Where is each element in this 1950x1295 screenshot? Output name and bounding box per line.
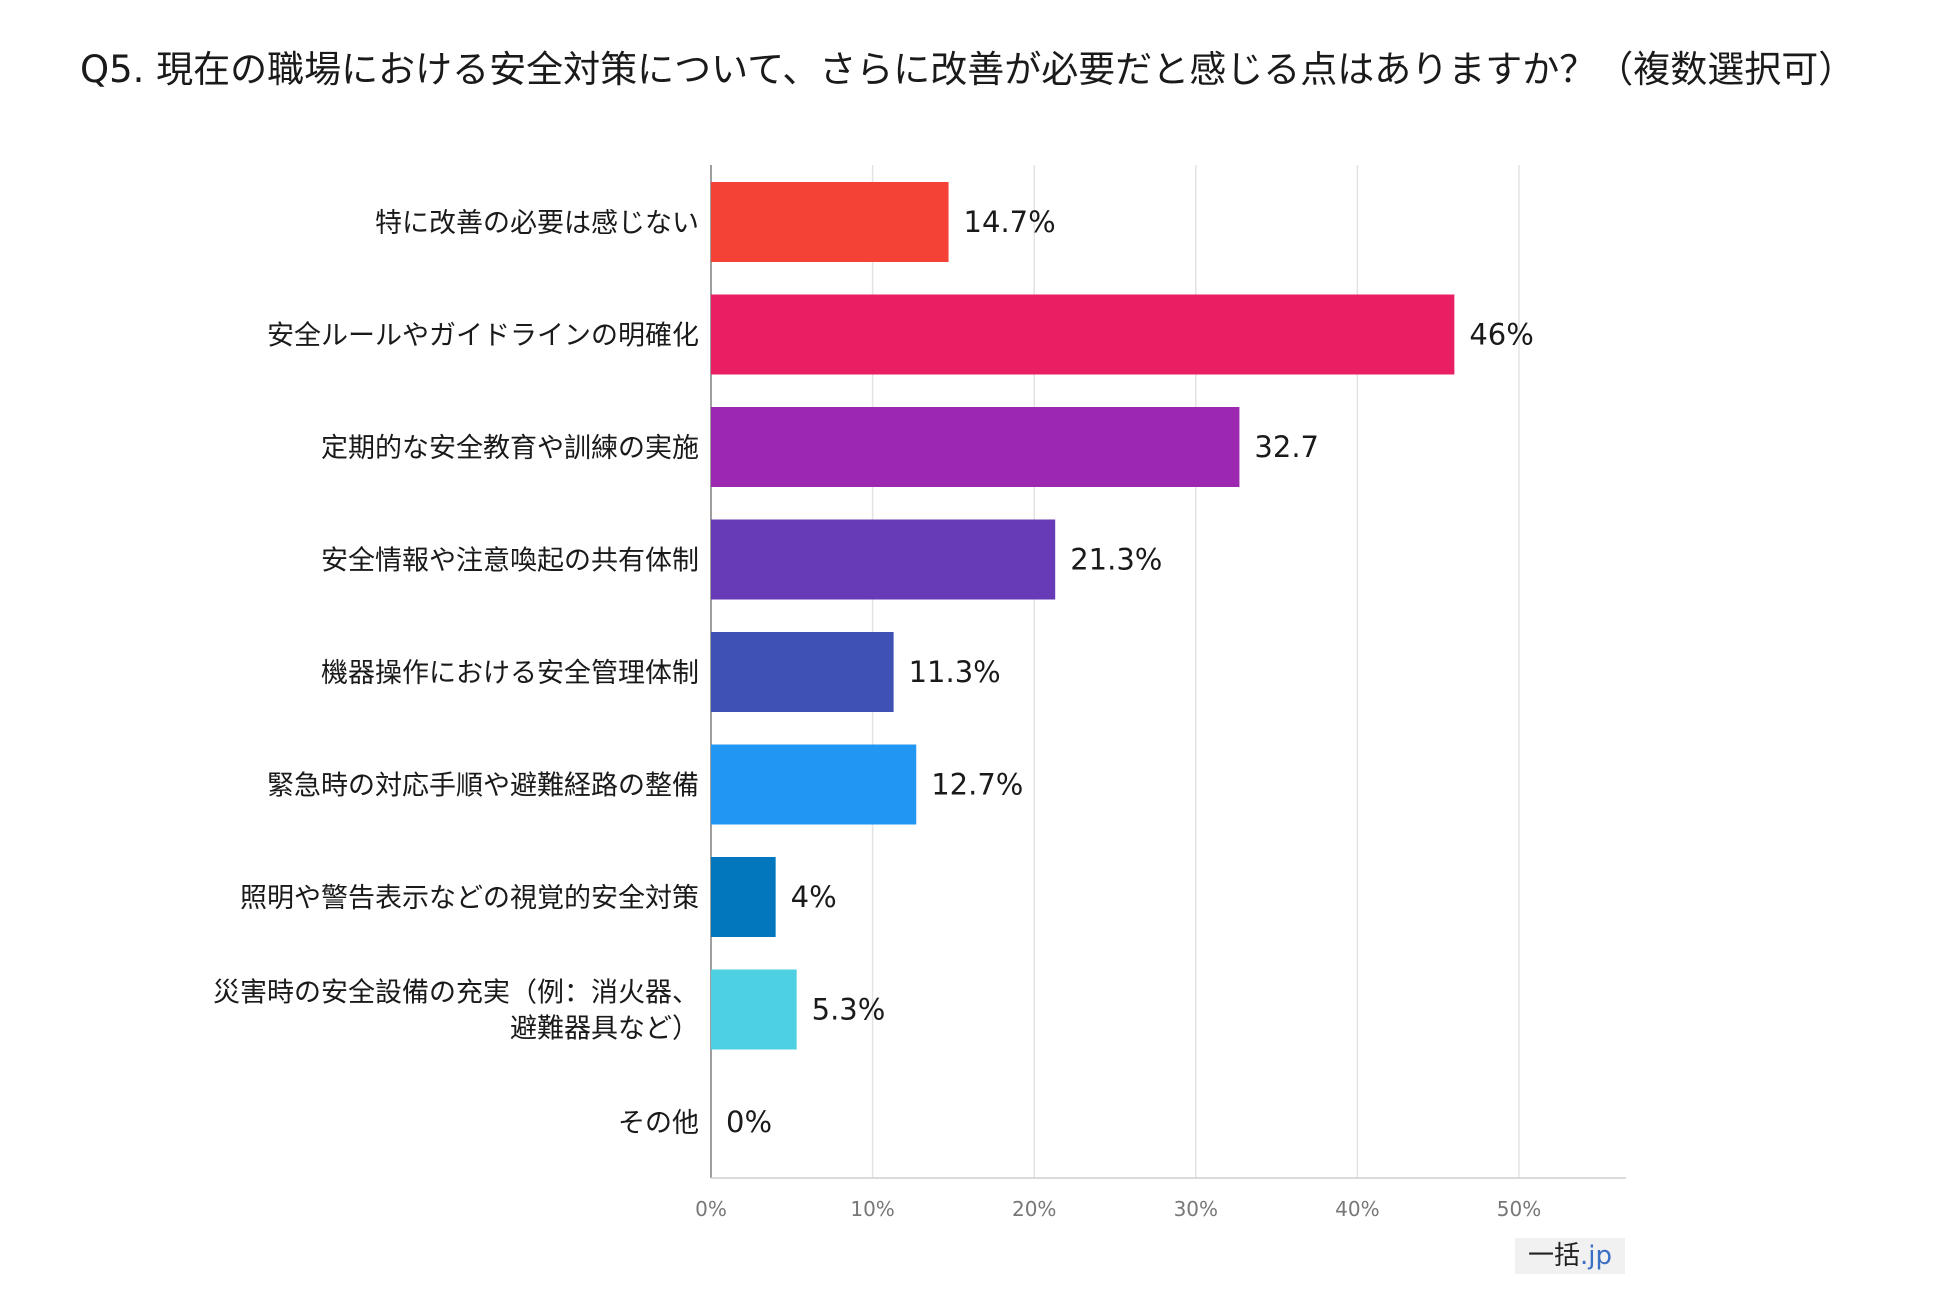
- bar: [711, 182, 949, 262]
- x-tick-label: 10%: [850, 1197, 894, 1221]
- value-label: 21.3%: [1070, 543, 1162, 577]
- labels: 0% 10% 20% 30% 40% 50% 14.7% 特に改善の必要は感じない 46% 安全ル…: [213, 205, 1541, 1221]
- bar: [711, 744, 917, 825]
- category-label: 定期的な安全教育や訓練の実施: [321, 433, 699, 464]
- bar: [711, 407, 1240, 487]
- bar: [711, 857, 776, 937]
- value-label: 4%: [791, 880, 837, 914]
- value-label: 0%: [726, 1105, 772, 1139]
- value-label: 5.3%: [812, 993, 886, 1027]
- x-tick-label: 30%: [1174, 1197, 1218, 1221]
- x-tick-label: 20%: [1012, 1197, 1056, 1221]
- category-label: その他: [618, 1108, 699, 1139]
- bar: [711, 519, 1056, 600]
- x-tick-label: 0%: [695, 1197, 727, 1221]
- value-label: 46%: [1469, 318, 1533, 352]
- category-label: 照明や警告表示などの視覚的安全対策: [240, 883, 699, 914]
- brand-main: 一括: [1527, 1241, 1580, 1271]
- bars: [711, 182, 1455, 1050]
- bar: [711, 632, 894, 712]
- value-label: 12.7%: [931, 768, 1023, 802]
- brand-suffix: .jp: [1580, 1241, 1612, 1271]
- category-label: 緊急時の対応手順や避難経路の整備: [267, 771, 699, 802]
- value-label: 14.7%: [964, 205, 1056, 239]
- value-label: 32.7: [1254, 430, 1319, 464]
- category-label: 安全情報や注意喚起の共有体制: [321, 546, 699, 577]
- category-label: 機器操作における安全管理体制: [321, 658, 699, 689]
- category-label: 災害時の安全設備の充実（例：消火器、: [213, 978, 699, 1009]
- category-label: 安全ルールやガイドラインの明確化: [267, 321, 699, 352]
- brand-logo: 一括.jp: [1515, 1238, 1625, 1274]
- bar: [711, 969, 797, 1050]
- value-label: 11.3%: [909, 655, 1001, 689]
- category-label: 避難器具など）: [510, 1014, 699, 1045]
- chart-title: Q5. 現在の職場における安全対策について、さらに改善が必要だと感じる点はありま…: [80, 48, 1856, 91]
- x-tick-label: 40%: [1335, 1197, 1379, 1221]
- bar: [711, 294, 1455, 375]
- category-label: 特に改善の必要は感じない: [375, 208, 699, 239]
- x-tick-label: 50%: [1497, 1197, 1541, 1221]
